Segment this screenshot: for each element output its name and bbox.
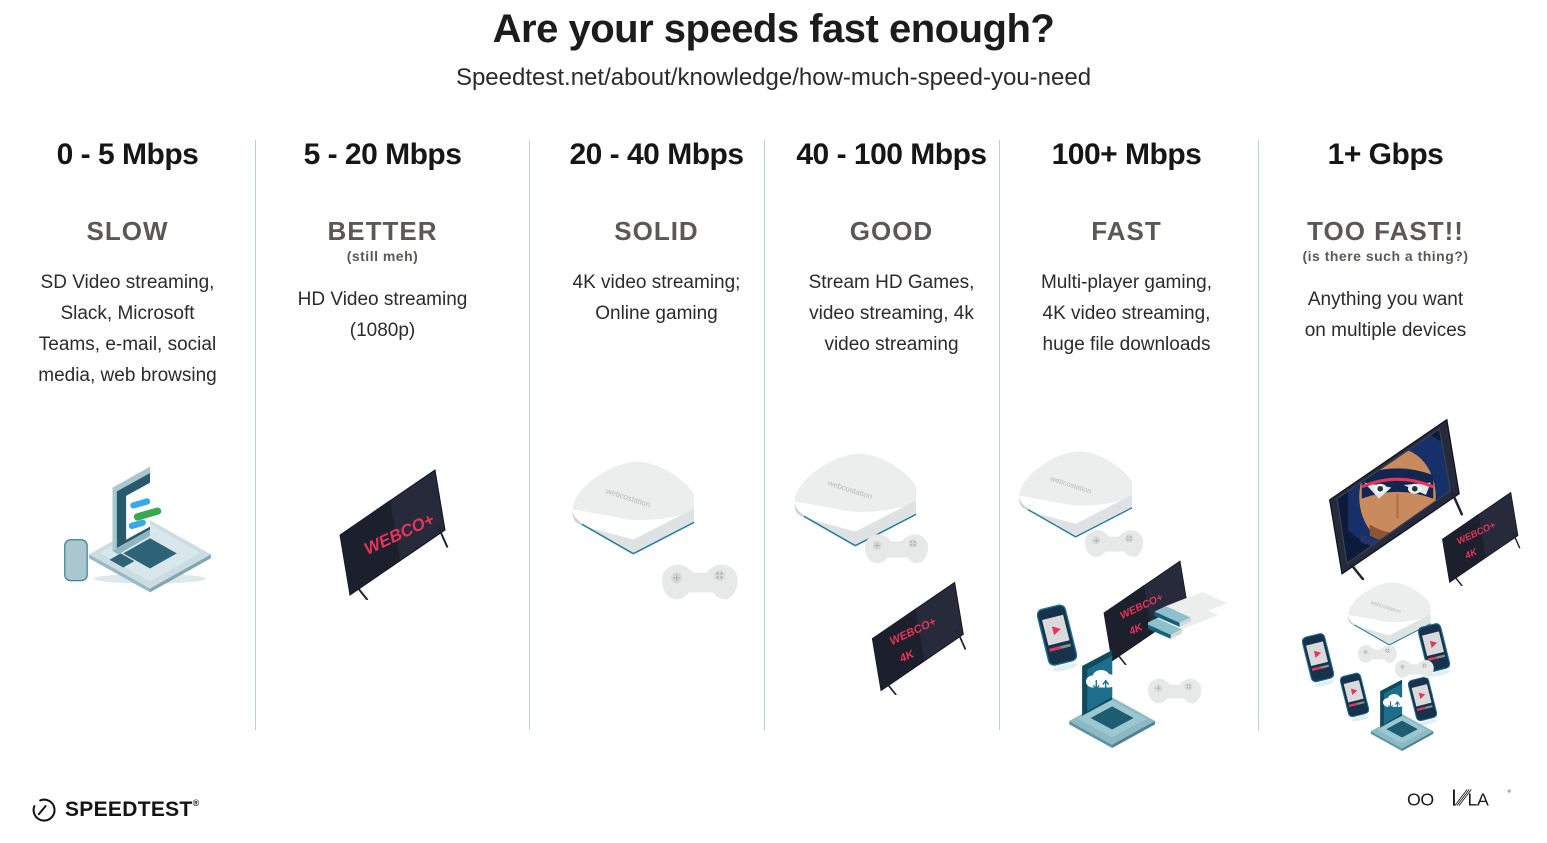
svg-text:LA: LA <box>1468 790 1489 810</box>
svg-text:OO: OO <box>1407 790 1434 810</box>
svg-text:®: ® <box>1508 788 1512 794</box>
